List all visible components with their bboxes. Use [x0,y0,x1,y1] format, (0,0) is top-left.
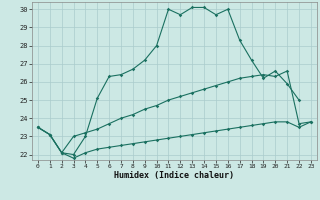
X-axis label: Humidex (Indice chaleur): Humidex (Indice chaleur) [115,171,234,180]
